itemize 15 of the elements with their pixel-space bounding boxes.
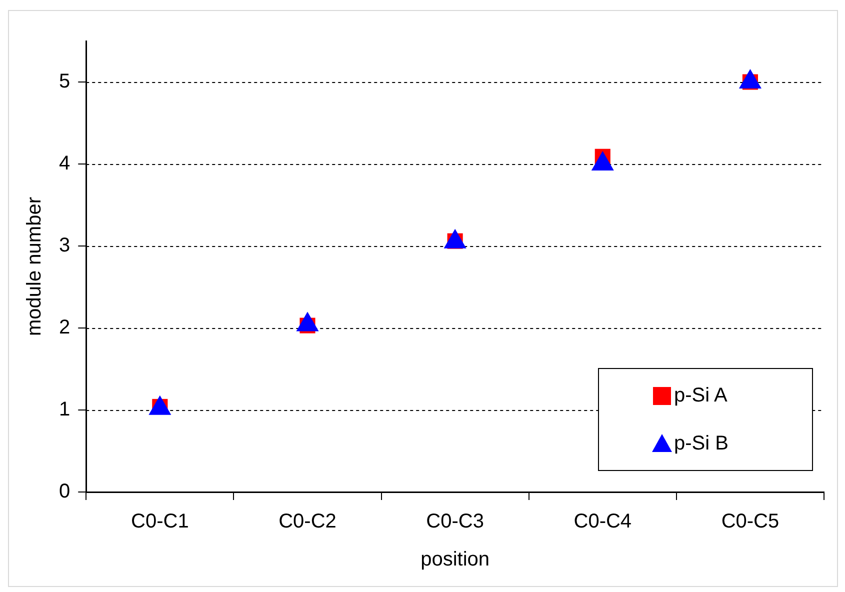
y-tick-label: 1 (59, 398, 70, 421)
y-tick-label: 3 (59, 234, 70, 257)
x-axis-title: position (420, 548, 490, 571)
legend-label: p-Si A (674, 384, 728, 407)
x-tick-label: C0-C4 (574, 510, 632, 533)
y-axis-title: module number (24, 196, 46, 336)
y-tick-label: 5 (59, 70, 70, 93)
y-tick-label: 0 (59, 480, 70, 503)
x-tick-label: C0-C5 (721, 510, 780, 533)
x-tick-label: C0-C3 (426, 510, 484, 533)
y-tick-label: 2 (59, 316, 70, 339)
legend-label: p-Si B (674, 432, 728, 455)
x-tick-label: C0-C2 (278, 510, 336, 533)
y-tick-label: 4 (59, 152, 70, 175)
x-tick-label: C0-C1 (131, 510, 189, 533)
